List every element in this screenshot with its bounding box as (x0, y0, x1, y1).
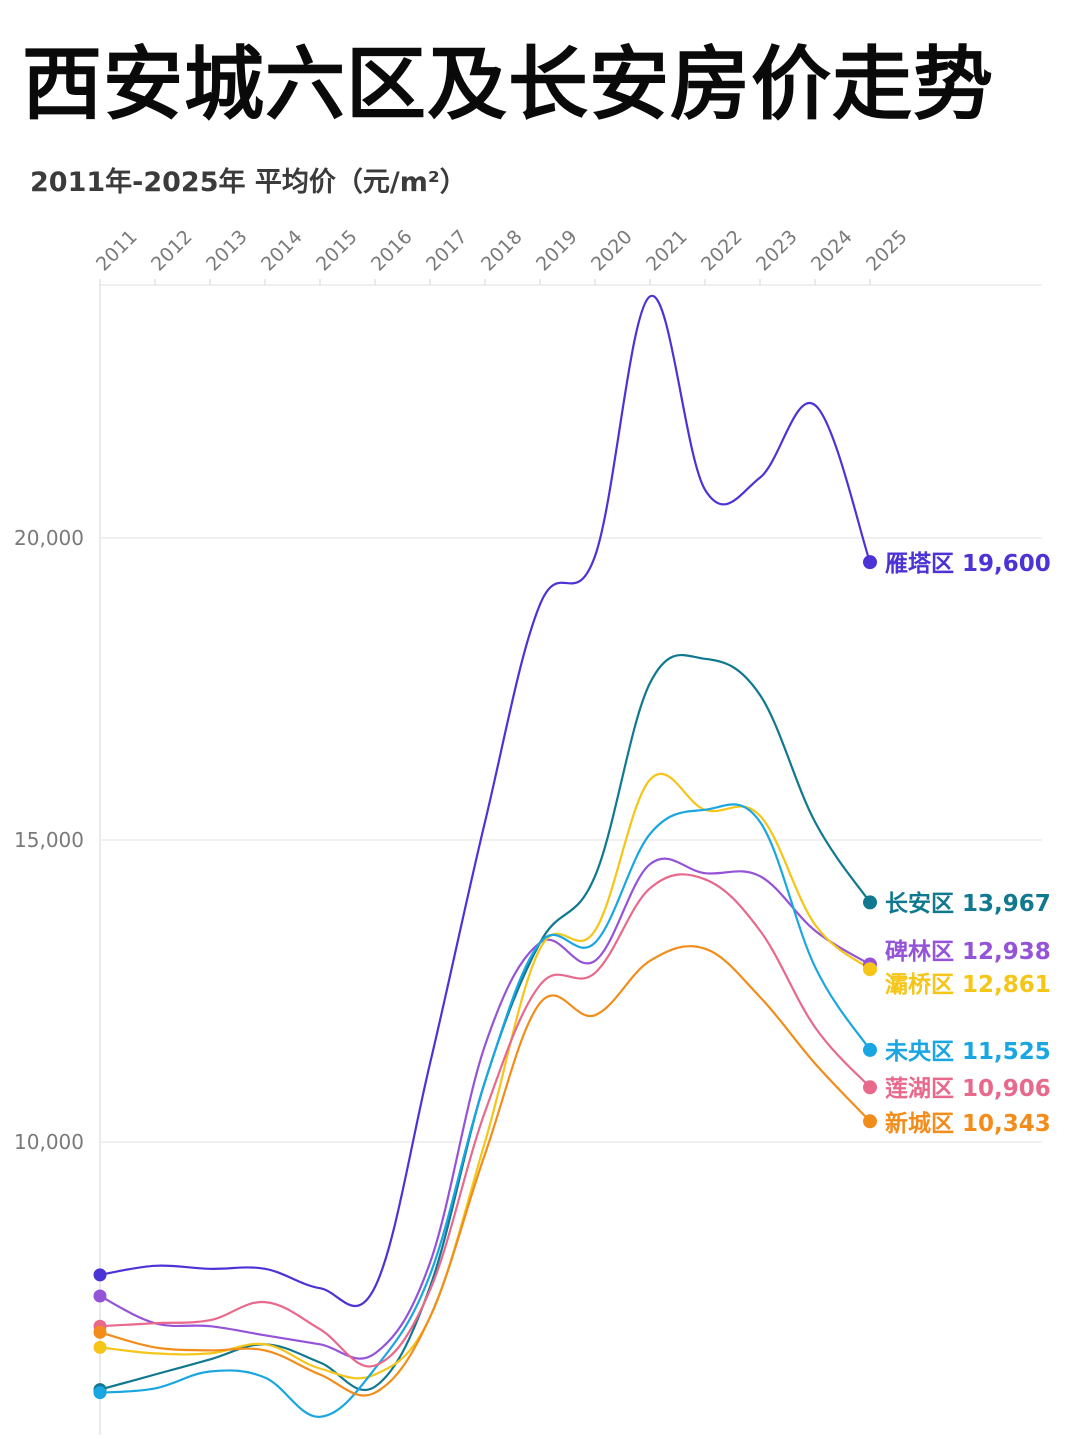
series-end-value: 13,967 (962, 891, 1051, 917)
series-end-point (863, 962, 877, 977)
series-end-value: 11,525 (962, 1039, 1051, 1065)
series-end-value: 10,343 (962, 1111, 1051, 1137)
y-axis: 10,000 15,000 20,000 (14, 526, 84, 1154)
series-end-point (863, 1080, 877, 1095)
chart-title: 西安城六区及长安房价走势 (22, 38, 994, 131)
grid-layer (99, 284, 1042, 1435)
series-group (98, 653, 872, 1392)
x-tick-label: 2011 (92, 226, 142, 276)
series-name: 莲湖区 (885, 1076, 954, 1102)
series-end-label: 莲湖区 10,906 (885, 1076, 1051, 1102)
y-tick-label: 15,000 (14, 828, 84, 852)
series-line (98, 295, 872, 1308)
series-end-label: 碑林区 12,938 (885, 938, 1051, 965)
series-group (98, 945, 872, 1397)
series-line (98, 772, 872, 1380)
series-name: 新城区 (885, 1110, 954, 1137)
series-group (98, 772, 872, 1380)
series-group (98, 295, 872, 1308)
series-end-label: 未央区 11,525 (885, 1039, 1051, 1065)
x-axis: 2011 2012 2013 2014 2015 2016 2017 2018 2019 2020… (92, 226, 912, 285)
series-end-label: 长安区 13,967 (885, 890, 1051, 917)
series-group (98, 857, 872, 1360)
end-label-layer: 雁塔区 19,600 长安区 13,967 碑林区 12,938 灞桥区 12,861 未央区 1… (885, 551, 1051, 1137)
series-start-point (93, 1340, 107, 1354)
series-end-point (863, 895, 877, 910)
series-end-point (863, 555, 877, 570)
x-tick-label: 2017 (422, 226, 472, 276)
x-tick-label: 2013 (202, 226, 252, 276)
series-line (98, 653, 872, 1392)
series-start-point (93, 1268, 107, 1282)
series-end-label: 雁塔区 19,600 (885, 551, 1051, 577)
x-tick-label: 2024 (807, 226, 857, 276)
series-name: 碑林区 (885, 938, 954, 965)
y-tick-label: 10,000 (14, 1130, 84, 1154)
series-start-point (93, 1289, 107, 1303)
series-end-value: 12,861 (962, 972, 1051, 998)
series-end-point (863, 1042, 877, 1057)
y-tick-label: 20,000 (14, 526, 84, 550)
series-end-label: 新城区 10,343 (885, 1110, 1051, 1137)
series-end-label: 灞桥区 12,861 (885, 971, 1051, 998)
x-tick-label: 2025 (862, 226, 912, 276)
x-tick-label: 2019 (532, 226, 582, 276)
series-group (98, 803, 872, 1418)
series-name: 长安区 (885, 890, 954, 917)
series-end-value: 12,938 (962, 939, 1051, 965)
x-tick-label: 2023 (752, 226, 802, 276)
series-line (98, 803, 872, 1418)
series-line (98, 857, 872, 1360)
series-layer (98, 295, 872, 1418)
x-tick-label: 2022 (697, 226, 747, 276)
chart-subtitle: 2011年-2025年 平均价（元/m²） (30, 167, 467, 198)
series-name: 灞桥区 (885, 971, 954, 998)
marker-layer (93, 555, 877, 1400)
series-end-value: 10,906 (962, 1076, 1051, 1102)
series-group (98, 873, 872, 1368)
x-tick-label: 2012 (147, 226, 197, 276)
series-name: 未央区 (885, 1039, 954, 1065)
series-name: 雁塔区 (885, 551, 954, 577)
x-tick-label: 2020 (587, 226, 637, 276)
series-line (98, 945, 872, 1397)
series-line (98, 873, 872, 1368)
x-tick-label: 2018 (477, 226, 527, 276)
x-tick-label: 2021 (642, 226, 692, 276)
series-end-point (863, 1114, 877, 1129)
x-tick-label: 2014 (257, 226, 307, 276)
series-end-value: 19,600 (962, 551, 1051, 577)
series-start-point (93, 1325, 107, 1339)
series-start-point (93, 1386, 107, 1400)
x-tick-label: 2016 (367, 226, 417, 276)
x-tick-label: 2015 (312, 226, 362, 276)
